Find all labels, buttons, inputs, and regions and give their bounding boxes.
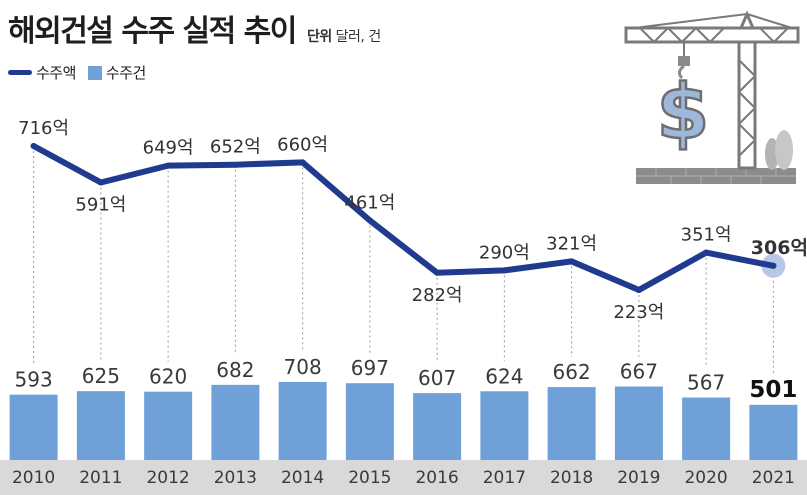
shrub-right	[775, 130, 793, 170]
line-point	[299, 159, 306, 166]
bar-label: 620	[149, 365, 187, 389]
bar	[749, 404, 798, 460]
line-point	[232, 161, 239, 168]
x-tick-label: 2012	[146, 468, 189, 488]
line-point	[635, 287, 642, 293]
line-point	[30, 143, 37, 149]
line-label: 652억	[210, 137, 261, 158]
crane-peak	[738, 10, 756, 30]
bar	[682, 397, 731, 460]
x-tick-label: 2020	[684, 468, 727, 488]
line-point	[770, 262, 777, 269]
line-label: 461억	[344, 192, 395, 213]
line-point	[501, 267, 508, 274]
line-label: 290억	[479, 242, 530, 263]
line-label: 282억	[412, 285, 463, 306]
bar	[413, 393, 462, 460]
line-point	[366, 217, 373, 224]
bar-label: 708	[284, 355, 322, 379]
bar-labels: 593 625 620 682 708 697 607 624 662 667 567 501	[15, 355, 798, 403]
line-label: 306억	[751, 237, 807, 259]
bar	[547, 387, 596, 460]
bar	[480, 391, 529, 460]
legend-line-swatch	[8, 70, 32, 75]
crane-jib	[624, 26, 800, 44]
bar	[76, 391, 125, 460]
x-tick-label: 2011	[79, 468, 122, 488]
bar-label: 667	[620, 360, 658, 384]
x-tick-label: 2017	[483, 468, 526, 488]
bar-label: 624	[485, 364, 523, 388]
unit-head: 단위	[306, 29, 332, 45]
x-tick-label: 2016	[415, 468, 458, 488]
hook-block	[678, 56, 690, 66]
bar-series	[9, 382, 798, 460]
bar	[211, 384, 260, 460]
crane-cable-left	[633, 13, 748, 29]
x-tick-label: 2021	[752, 468, 795, 488]
line-label: 649억	[143, 138, 194, 159]
line-path	[30, 143, 777, 293]
line-label: 716억	[18, 118, 69, 139]
x-axis-band	[0, 460, 807, 495]
x-tick-label: 2018	[550, 468, 593, 488]
bar	[9, 394, 58, 460]
hook-icon	[677, 64, 685, 80]
legend: 수주액 수주건	[8, 62, 146, 83]
x-tick-label: 2013	[214, 468, 257, 488]
crane-tower-bracing	[738, 59, 756, 157]
page-title: 해외건설 수주 실적 추이	[8, 14, 297, 49]
line-label: 660억	[277, 134, 328, 155]
bar-label: 567	[687, 371, 725, 395]
legend-line-label: 수주액	[36, 64, 76, 82]
bar-label: 501	[749, 377, 797, 403]
crane-jib-bracing	[639, 27, 789, 43]
bar-label: 682	[216, 358, 254, 382]
dollar-sign-icon: $	[657, 67, 710, 156]
title-block: 해외건설 수주 실적 추이 단위 달러, 건	[8, 6, 381, 50]
line-point	[568, 258, 575, 265]
bar	[278, 382, 327, 460]
unit-text: 달러, 건	[335, 29, 382, 45]
bar	[614, 386, 663, 460]
bar-label: 625	[82, 364, 120, 388]
line-label: 591억	[75, 195, 126, 216]
line-label: 223억	[613, 302, 664, 323]
bar-label: 662	[553, 360, 591, 384]
x-tick-label: 2014	[281, 468, 324, 488]
line-label: 351억	[681, 225, 732, 246]
legend-bar-swatch	[87, 65, 102, 80]
crane-cable-right	[746, 13, 793, 29]
line-labels: 716억 591억 649억 652억 660억 461억 282억 290억 321억 223억…	[18, 118, 807, 323]
x-tick-label: 2015	[348, 468, 391, 488]
bar	[345, 383, 394, 460]
line-point	[703, 249, 710, 256]
x-axis-ticks: 2010 2011 2012 2013 2014 2015 2016 2017 2018 2019…	[12, 468, 795, 488]
crane-dollar-icon: $	[624, 10, 800, 184]
x-tick-label: 2010	[12, 468, 55, 488]
bar-label: 593	[15, 368, 53, 392]
bar	[144, 391, 193, 460]
line-series	[30, 143, 786, 293]
x-tick-label: 2019	[617, 468, 660, 488]
guide-lines	[33, 146, 774, 375]
line-point	[434, 269, 441, 276]
line-label: 321억	[546, 233, 597, 254]
bar-label: 697	[351, 356, 389, 380]
line-point	[97, 179, 104, 186]
line-point	[165, 162, 172, 169]
legend-bar-label: 수주건	[105, 64, 146, 82]
unit-note: 단위 달러, 건	[307, 29, 381, 45]
bar-label: 607	[418, 366, 456, 390]
